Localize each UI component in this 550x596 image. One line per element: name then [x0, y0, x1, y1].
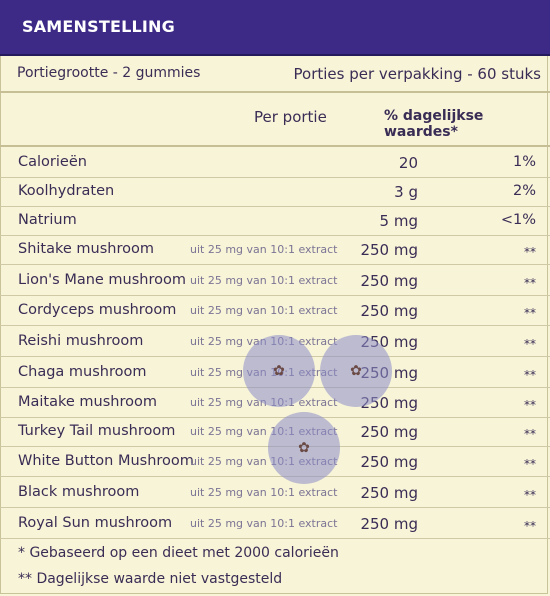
nutrient-name: Reishi mushroom — [18, 333, 144, 349]
amount-per-serving: 20 — [398, 154, 418, 172]
nutrient-name: Koolhydraten — [18, 183, 115, 199]
extract-note: uit 25 mg van 10:1 extract — [190, 304, 338, 317]
daily-value: ** — [524, 306, 536, 320]
row-divider — [0, 538, 550, 539]
row-divider — [0, 177, 550, 178]
amount-per-serving: 250 mg — [360, 484, 418, 502]
table-row: Black mushroom uit 25 mg van 10:1 extract… — [0, 478, 550, 507]
row-divider — [0, 206, 550, 207]
footnote-calories: * Gebaseerd op een dieet met 2000 calori… — [18, 545, 339, 561]
star-icon: ✿ — [350, 363, 362, 379]
table-row: Shitake mushroom uit 25 mg van 10:1 extra… — [0, 235, 550, 264]
watermark-circle: ✿ — [268, 412, 340, 484]
extract-note: uit 25 mg van 10:1 extract — [190, 274, 338, 287]
amount-per-serving: 250 mg — [360, 453, 418, 471]
nutrient-name: Maitake mushroom — [18, 394, 157, 410]
footnote-dv: ** Dagelijkse waarde niet vastgesteld — [18, 571, 283, 587]
panel-title: SAMENSTELLING — [22, 17, 175, 36]
nutrient-name: Chaga mushroom — [18, 364, 147, 380]
nutrient-name: Shitake mushroom — [18, 241, 154, 257]
per-serving-header: Per portie — [254, 108, 327, 126]
nutrient-name: Natrium — [18, 212, 77, 228]
amount-per-serving: 250 mg — [360, 515, 418, 533]
nutrient-name: White Button Mushroom — [18, 453, 194, 469]
extract-note: uit 25 mg van 10:1 extract — [190, 486, 338, 499]
nutrient-name: Calorieën — [18, 154, 87, 170]
nutrient-name: Royal Sun mushroom — [18, 515, 173, 531]
daily-value: ** — [524, 427, 536, 441]
row-divider — [0, 264, 550, 265]
watermark-circle: ✿ — [243, 335, 315, 407]
nutrient-name: Lion's Mane mushroom — [18, 272, 187, 288]
servings-per-package: Porties per verpakking - 60 stuks — [293, 65, 541, 83]
table-row: Royal Sun mushroom uit 25 mg van 10:1 ext… — [0, 509, 550, 538]
amount-per-serving: 250 mg — [360, 272, 418, 290]
table-row: Koolhydraten 3 g 2% — [0, 177, 550, 206]
row-divider — [0, 417, 550, 418]
nutrient-name: Cordyceps mushroom — [18, 302, 177, 318]
daily-value: ** — [524, 488, 536, 502]
row-divider — [0, 476, 550, 477]
amount-per-serving: 250 mg — [360, 241, 418, 259]
table-row: Lion's Mane mushroom uit 25 mg van 10:1 e… — [0, 266, 550, 295]
daily-value: ** — [524, 398, 536, 412]
amount-per-serving: 5 mg — [379, 212, 418, 230]
row-divider — [0, 325, 550, 326]
star-icon: ✿ — [273, 363, 285, 379]
daily-value: 1% — [512, 154, 536, 170]
nutrient-name: Turkey Tail mushroom — [18, 423, 176, 439]
daily-value: ** — [524, 245, 536, 259]
table-row: Natrium 5 mg <1% — [0, 206, 550, 235]
divider — [0, 145, 550, 147]
divider — [0, 91, 550, 93]
daily-value-header: % dagelijkse waardes* — [384, 108, 484, 140]
watermark-circle: ✿ — [320, 335, 392, 407]
row-divider — [0, 295, 550, 296]
daily-value: ** — [524, 276, 536, 290]
nutrient-name: Black mushroom — [18, 484, 140, 500]
daily-value: ** — [524, 457, 536, 471]
daily-value: ** — [524, 337, 536, 351]
row-divider — [0, 235, 550, 236]
daily-value: <1% — [500, 212, 536, 228]
table-row: Turkey Tail mushroom uit 25 mg van 10:1 e… — [0, 417, 550, 446]
daily-value: ** — [524, 519, 536, 533]
extract-note: uit 25 mg van 10:1 extract — [190, 517, 338, 530]
daily-value: ** — [524, 368, 536, 382]
table-row: Calorieën 20 1% — [0, 148, 550, 177]
panel-header: SAMENSTELLING — [0, 0, 550, 56]
amount-per-serving: 250 mg — [360, 423, 418, 441]
row-divider — [0, 507, 550, 508]
table-row: Cordyceps mushroom uit 25 mg van 10:1 ext… — [0, 296, 550, 325]
amount-per-serving: 3 g — [394, 183, 418, 201]
amount-per-serving: 250 mg — [360, 302, 418, 320]
portion-info: Portiegrootte - 2 gummies Porties per ve… — [0, 65, 550, 91]
extract-note: uit 25 mg van 10:1 extract — [190, 243, 338, 256]
daily-value: 2% — [512, 183, 536, 199]
serving-size: Portiegrootte - 2 gummies — [17, 65, 201, 81]
star-icon: ✿ — [298, 440, 310, 456]
